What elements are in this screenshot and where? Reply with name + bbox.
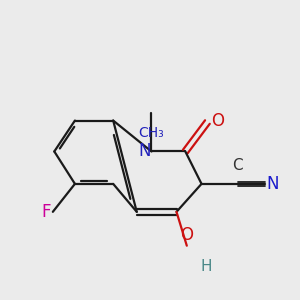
Text: F: F [41,203,50,221]
Text: C: C [232,158,243,173]
Text: N: N [138,142,151,160]
Text: O: O [180,226,193,244]
Text: CH₃: CH₃ [139,126,164,140]
Text: H: H [200,259,212,274]
Text: O: O [211,112,224,130]
Text: N: N [266,175,279,193]
